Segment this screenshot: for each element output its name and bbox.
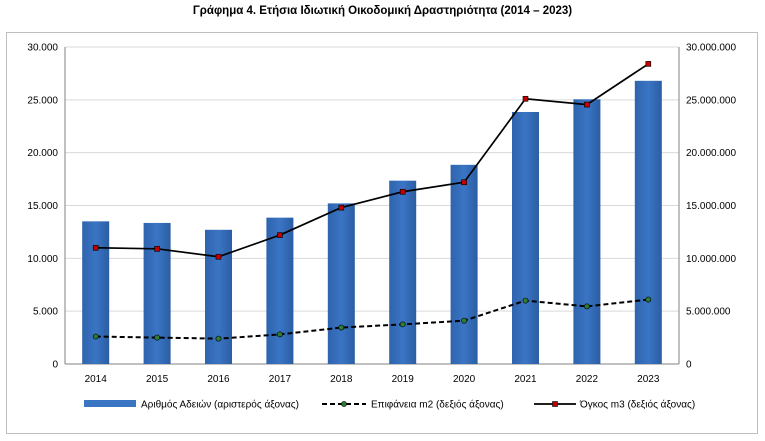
volume-point [461, 179, 467, 186]
area-point [461, 317, 467, 324]
area-point [645, 296, 652, 303]
x-tick-label: 2016 [207, 374, 230, 385]
x-tick-label: 2015 [146, 374, 169, 385]
legend-marker-volume [552, 401, 558, 407]
area-point [154, 334, 160, 341]
x-tick-label: 2020 [453, 374, 476, 385]
area-point [584, 303, 590, 310]
volume-point [399, 188, 406, 195]
y-tick-label-right: 5.000.000 [686, 307, 731, 318]
bar [573, 99, 601, 365]
bar [450, 164, 478, 364]
bar [82, 221, 110, 364]
y-tick-label-left: 30.000 [27, 43, 58, 54]
y-tick-label-right: 30.000.000 [686, 43, 736, 54]
bar [327, 203, 355, 364]
y-tick-label-left: 20.000 [27, 148, 58, 159]
volume-point [338, 204, 345, 211]
y-tick-label-right: 10.000.000 [686, 254, 736, 265]
x-tick-label: 2021 [514, 374, 537, 385]
x-tick-label: 2019 [392, 374, 415, 385]
legend-swatch-bars [84, 400, 136, 407]
chart-frame [6, 32, 758, 434]
y-tick-label-left: 25.000 [27, 95, 58, 106]
area-point [399, 321, 406, 328]
volume-point [277, 232, 283, 238]
bar [634, 80, 662, 365]
y-tick-label-right: 25.000.000 [686, 95, 736, 106]
area-line [95, 298, 649, 340]
volume-line [95, 63, 649, 258]
x-tick-label: 2022 [576, 374, 599, 385]
y-tick-label-left: 0 [52, 360, 58, 371]
volume-point [92, 244, 99, 251]
bar [266, 217, 294, 364]
chart-title: Γράφημα 4. Ετήσια Ιδιωτική Οικοδομική Δρ… [192, 5, 573, 17]
legend-marker-area [341, 401, 347, 407]
bar [205, 229, 232, 364]
volume-point [154, 246, 160, 252]
legend-label-bars: Αριθμός Αδειών (αριστερός άξονας) [141, 399, 299, 411]
area-point [522, 297, 529, 304]
legend-label-volume: Όγκος m3 (δεξιός άξονας) [579, 399, 695, 411]
x-tick-label: 2017 [269, 374, 292, 385]
area-point [276, 331, 283, 338]
bar [143, 222, 171, 364]
y-tick-label-left: 5.000 [33, 307, 58, 318]
x-tick-label: 2018 [330, 374, 353, 385]
legend-label-area: Επιφάνεια m2 (δεξιός άξονας) [371, 399, 504, 411]
y-tick-label-right: 20.000.000 [686, 148, 736, 159]
area-point [338, 324, 345, 331]
x-tick-label: 2023 [637, 374, 660, 385]
bar [389, 180, 417, 364]
area-point [92, 333, 99, 340]
bar [512, 111, 539, 364]
volume-point [645, 61, 652, 67]
y-tick-label-right: 0 [686, 360, 692, 371]
volume-point [522, 95, 529, 102]
area-point [215, 335, 222, 342]
x-tick-label: 2014 [85, 374, 108, 385]
y-tick-label-right: 15.000.000 [686, 201, 736, 212]
volume-point [215, 253, 222, 260]
volume-point [584, 101, 590, 108]
y-tick-label-left: 10.000 [27, 254, 58, 265]
y-tick-label-left: 15.000 [27, 201, 58, 212]
